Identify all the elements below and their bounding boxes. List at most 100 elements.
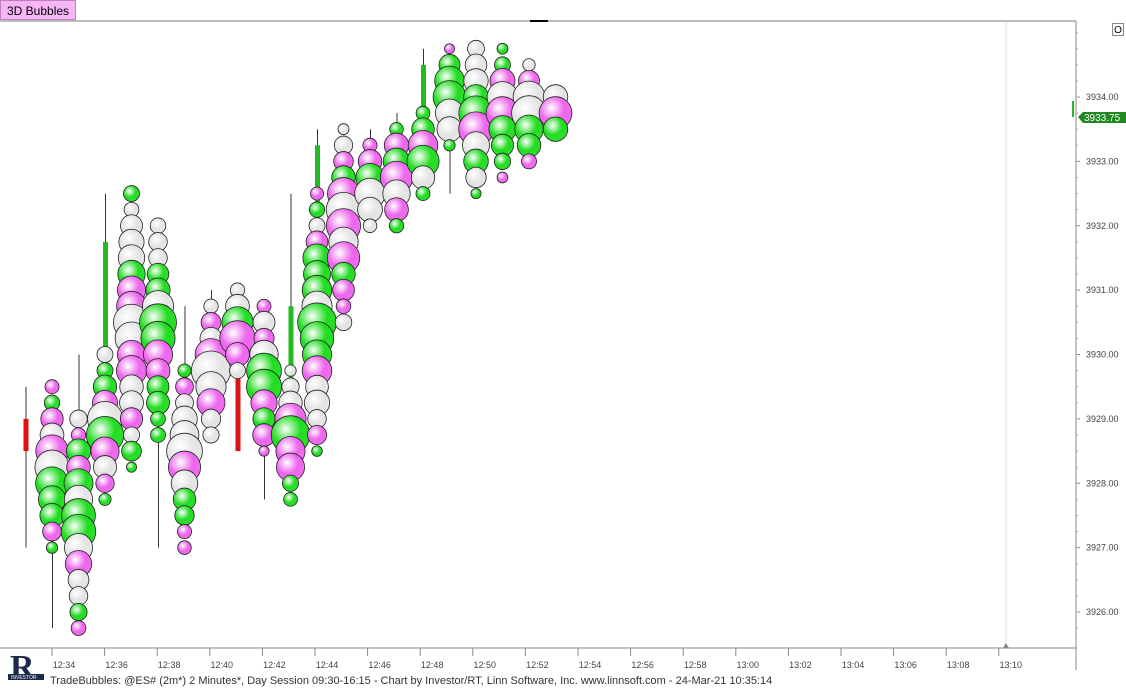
y-axis: 3926.00 3927.00 3928.00 3929.00 3930.00 3931.…: [1076, 32, 1119, 629]
trade-bubble: [332, 278, 355, 302]
trade-bubble: [200, 408, 222, 429]
last-price-tag: 3933.75: [1072, 101, 1126, 124]
trade-bubble: [521, 153, 537, 170]
trade-bubble: [149, 217, 167, 234]
trade-bubble: [177, 540, 192, 555]
trade-bubble: [176, 524, 192, 540]
trade-bubble: [202, 426, 220, 444]
x-tick-label: 12:50: [474, 660, 497, 670]
trade-bubble: [258, 445, 270, 457]
y-tick-label: 3931.00: [1086, 285, 1119, 295]
investor-rt-logo: R INVESTOR: [8, 649, 44, 686]
y-tick-label: 3932.00: [1086, 221, 1119, 231]
trade-bubble: [362, 218, 378, 233]
trade-bubble: [334, 313, 353, 332]
trade-bubble: [337, 123, 350, 136]
trade-bubble: [150, 411, 166, 427]
trade-bubble: [203, 298, 219, 314]
x-tick-label: 12:42: [263, 660, 286, 670]
x-tick-label: 12:48: [421, 660, 444, 670]
candle-body: [23, 418, 29, 452]
trade-bubble: [415, 186, 431, 201]
candle-body: [288, 306, 294, 403]
trade-bubble: [496, 171, 509, 184]
y-tick-label: 3929.00: [1086, 414, 1119, 424]
x-tick-label: 12:54: [579, 660, 602, 670]
trade-bubble: [357, 196, 383, 223]
x-tick-label: 13:00: [737, 660, 760, 670]
x-tick-label: 12:56: [631, 660, 654, 670]
x-tick-label: 12:46: [368, 660, 391, 670]
trade-bubble: [69, 409, 88, 429]
trade-bubble: [281, 474, 299, 492]
trade-bubble: [311, 445, 323, 457]
trade-bubble: [96, 346, 114, 363]
trade-bubble: [150, 427, 166, 443]
time-cursor-arrow: [1003, 643, 1009, 648]
x-tick-label: 13:02: [789, 660, 812, 670]
trade-bubble: [45, 541, 59, 554]
y-tick-label: 3933.00: [1086, 156, 1119, 166]
trade-bubble: [522, 58, 536, 72]
trade-bubble: [126, 461, 138, 473]
y-tick-label: 3928.00: [1086, 478, 1119, 488]
trade-bubble: [95, 473, 115, 493]
x-tick-label: 12:58: [684, 660, 707, 670]
trade-bubble: [384, 197, 409, 222]
trade-bubble: [44, 379, 60, 395]
trade-bubble: [121, 440, 142, 462]
x-tick-label: 13:08: [947, 660, 970, 670]
chart-footer: TradeBubbles: @ES# (2m*) 2 Minutes*, Day…: [50, 675, 773, 687]
x-axis: 12:34 12:36 12:38 12:40 12:42 12:44 12:46 12:48…: [51, 648, 1023, 670]
panel-options-button[interactable]: O: [1112, 23, 1124, 36]
trade-bubble: [174, 505, 195, 526]
x-tick-label: 13:06: [894, 660, 917, 670]
trade-bubble: [388, 218, 405, 234]
y-tick-label: 3934.00: [1086, 92, 1119, 102]
trade-bubble: [308, 201, 326, 218]
trade-bubble: [496, 42, 509, 55]
x-tick-label: 13:04: [842, 660, 865, 670]
trade-bubble: [283, 492, 298, 507]
trade-bubble: [146, 390, 170, 415]
x-tick-label: 12:52: [526, 660, 549, 670]
x-tick-label: 12:38: [158, 660, 181, 670]
trade-bubble: [493, 152, 512, 170]
trade-bubble: [470, 188, 482, 200]
trade-bubble: [123, 426, 141, 444]
trade-bubble: [284, 364, 297, 377]
y-tick-label: 3930.00: [1086, 350, 1119, 360]
trade-bubble: [177, 363, 192, 378]
trade-bubbles: [34, 39, 573, 636]
trade-bubble: [70, 620, 87, 636]
candle-body: [421, 64, 426, 130]
svg-text:INVESTOR: INVESTOR: [11, 675, 37, 681]
y-tick-label: 3927.00: [1086, 543, 1119, 553]
x-tick-label: 12:44: [316, 660, 339, 670]
x-tick-label: 13:10: [1000, 660, 1023, 670]
trade-bubble: [306, 424, 327, 445]
x-tick-label: 12:40: [211, 660, 234, 670]
trade-bubble: [98, 492, 112, 506]
trade-bubble: [465, 166, 487, 189]
trade-bubble: [229, 362, 246, 379]
trade-bubble: [69, 603, 88, 622]
y-tick-label: 3926.00: [1086, 607, 1119, 617]
trade-bubble: [42, 521, 62, 542]
trade-bubble: [175, 377, 194, 396]
x-tick-label: 12:36: [105, 660, 128, 670]
trade-bubble: [335, 298, 352, 314]
trade-bubble: [444, 43, 455, 55]
chart-title-tab[interactable]: 3D Bubbles: [0, 0, 77, 20]
x-tick-label: 12:34: [53, 660, 76, 670]
trade-bubble: [309, 186, 324, 201]
candle-body: [103, 241, 108, 435]
trade-bubble: [436, 116, 463, 143]
trade-bubble: [542, 116, 569, 142]
trade-bubble: [443, 139, 456, 152]
trade-bubble: [410, 165, 436, 190]
trade-bubble: [123, 185, 140, 202]
trade-bubble: [68, 586, 89, 606]
last-price-label: 3933.75: [1084, 113, 1121, 124]
